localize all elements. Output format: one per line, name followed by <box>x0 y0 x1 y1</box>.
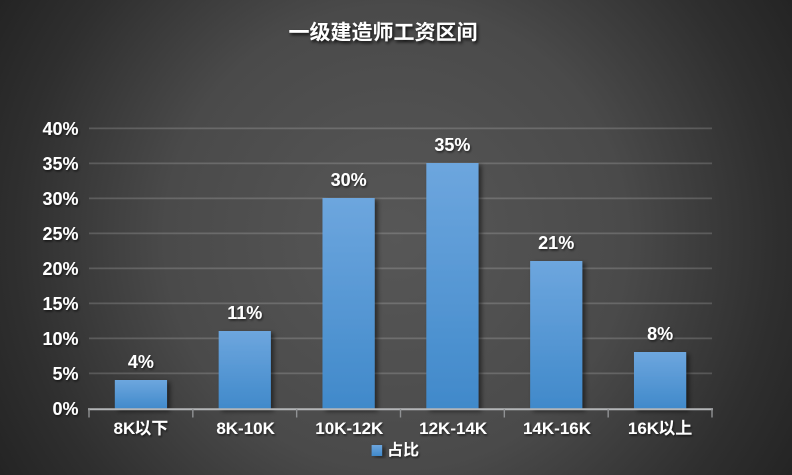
svg-text:8K-10K: 8K-10K <box>216 419 275 438</box>
svg-text:16K: 16K <box>628 419 660 438</box>
svg-text:15%: 15% <box>42 294 78 314</box>
svg-text:30%: 30% <box>42 189 78 209</box>
svg-text:11%: 11% <box>227 303 262 323</box>
svg-text:40%: 40% <box>42 119 78 139</box>
svg-text:30%: 30% <box>331 170 367 190</box>
svg-text:20%: 20% <box>42 259 78 279</box>
svg-text:10K-12K: 10K-12K <box>315 419 384 438</box>
svg-text:35%: 35% <box>434 135 470 155</box>
svg-text:8K: 8K <box>114 419 136 438</box>
svg-text:0%: 0% <box>52 399 78 419</box>
svg-text:10%: 10% <box>42 329 78 349</box>
svg-text:14K-16K: 14K-16K <box>523 419 592 438</box>
svg-text:35%: 35% <box>42 154 78 174</box>
svg-text:21%: 21% <box>538 233 574 253</box>
svg-text:12K-14K: 12K-14K <box>419 419 488 438</box>
svg-text:4%: 4% <box>128 352 154 372</box>
svg-text:8%: 8% <box>647 324 673 344</box>
svg-text:25%: 25% <box>42 224 78 244</box>
svg-text:5%: 5% <box>52 364 78 384</box>
